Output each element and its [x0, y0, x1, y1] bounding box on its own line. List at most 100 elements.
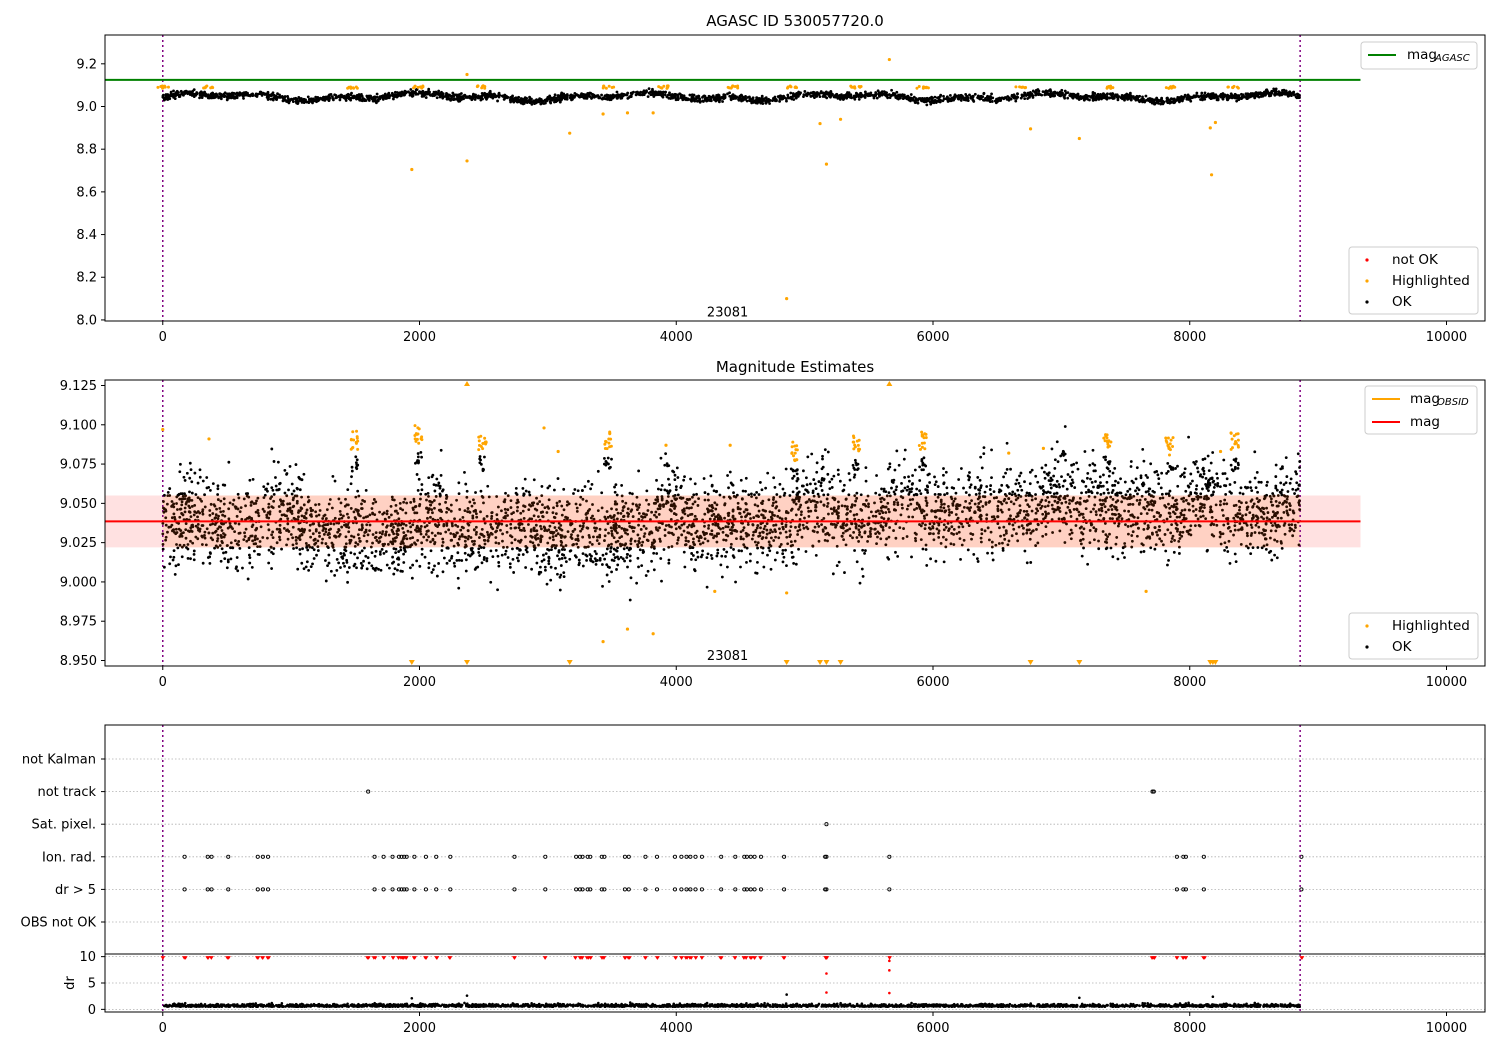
ok-point	[523, 477, 527, 481]
ok-point	[515, 501, 519, 505]
ok-point	[1205, 549, 1209, 553]
ok-point	[183, 506, 187, 510]
ok-point	[374, 535, 378, 539]
ok-point	[236, 492, 240, 496]
ok-point	[291, 525, 295, 529]
ok-point	[928, 100, 932, 104]
ok-point	[641, 90, 645, 94]
ok-point	[982, 98, 985, 102]
ok-point	[887, 491, 891, 495]
highlighted-point	[1077, 136, 1081, 141]
ok-point	[381, 96, 385, 99]
ok-point	[989, 484, 993, 487]
ok-point	[530, 100, 534, 104]
ok-point	[255, 499, 258, 503]
ok-point	[1200, 91, 1204, 95]
ok-point	[227, 507, 231, 511]
ok-point	[715, 540, 719, 544]
ok-point	[420, 90, 423, 94]
ok-point	[672, 494, 675, 498]
ok-point	[896, 554, 900, 558]
highlighted-point	[736, 84, 740, 88]
ok-point	[658, 537, 662, 541]
ok-point	[1029, 561, 1033, 564]
ok-point	[172, 89, 175, 93]
ok-point	[196, 481, 200, 485]
ok-point	[1258, 92, 1261, 95]
ok-point	[262, 485, 266, 489]
ok-point	[1041, 534, 1045, 538]
ok-point	[1221, 97, 1225, 100]
ok-point	[1205, 484, 1208, 488]
highlighted-point	[921, 86, 925, 90]
ok-point	[1123, 542, 1127, 545]
ok-point	[188, 90, 192, 94]
ok-point	[1295, 95, 1298, 99]
ok-point	[1170, 540, 1173, 543]
ok-point	[967, 478, 971, 482]
ok-point	[971, 98, 975, 102]
ok-point	[255, 95, 259, 98]
ok-point	[977, 96, 981, 100]
ok-point	[285, 472, 289, 475]
ok-point	[1290, 94, 1293, 98]
ok-point	[947, 508, 951, 511]
ok-point	[690, 495, 694, 499]
ok-point	[937, 531, 940, 535]
ok-point	[445, 510, 448, 514]
ok-point	[1116, 98, 1120, 102]
ok-point	[676, 538, 680, 542]
ok-point	[772, 476, 776, 480]
ok-point	[514, 486, 518, 490]
ok-point	[858, 530, 862, 534]
ok-point	[1080, 531, 1083, 534]
ok-point	[884, 511, 888, 514]
ok-point	[957, 97, 961, 101]
ok-point	[367, 99, 371, 102]
ok-point	[248, 553, 251, 557]
ok-point	[1284, 481, 1288, 485]
ok-point	[478, 554, 482, 557]
ok-point	[516, 505, 519, 509]
ok-point	[1189, 472, 1193, 476]
ok-point	[761, 99, 765, 103]
ok-point	[270, 447, 274, 451]
ok-point	[1205, 94, 1209, 98]
highlighted-point	[163, 85, 167, 89]
ok-point	[331, 97, 335, 101]
highlighted-point	[625, 111, 630, 115]
ok-point	[987, 501, 991, 504]
ok-point	[1272, 494, 1276, 498]
ok-point	[166, 530, 169, 534]
ok-point	[253, 538, 257, 542]
ok-point	[893, 92, 897, 96]
ok-point	[989, 95, 992, 99]
ok-point	[581, 497, 585, 501]
ok-point	[1136, 492, 1139, 496]
ok-point	[1082, 516, 1085, 519]
ok-point	[486, 530, 489, 534]
ok-point	[1266, 91, 1270, 95]
ok-point	[960, 543, 964, 547]
ok-point	[1126, 489, 1130, 493]
ok-point	[1099, 502, 1103, 506]
ok-point	[1249, 552, 1253, 556]
ok-point	[671, 93, 675, 97]
ok-point	[1157, 477, 1161, 481]
ok-point	[1002, 533, 1006, 537]
ok-point	[945, 97, 949, 101]
ok-point	[1213, 94, 1216, 98]
ok-point	[953, 95, 957, 99]
ok-point	[389, 513, 393, 517]
ok-point	[249, 93, 253, 97]
ok-point	[575, 509, 579, 513]
ok-point	[794, 562, 798, 566]
ok-point	[222, 551, 225, 555]
ok-point	[882, 498, 886, 501]
ok-point	[848, 527, 852, 531]
ok-point	[911, 98, 915, 102]
ok-point	[564, 544, 568, 547]
ok-point	[368, 95, 372, 99]
ok-point	[274, 476, 277, 479]
ok-point	[680, 533, 684, 537]
